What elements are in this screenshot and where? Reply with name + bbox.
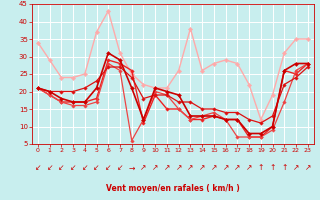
Text: ↗: ↗ [211,163,217,172]
Text: ↗: ↗ [175,163,182,172]
Text: ↙: ↙ [93,163,100,172]
Text: ↗: ↗ [293,163,299,172]
Text: ↑: ↑ [281,163,287,172]
Text: ↗: ↗ [305,163,311,172]
Text: ↗: ↗ [222,163,229,172]
Text: ↙: ↙ [70,163,76,172]
Text: ↗: ↗ [199,163,205,172]
Text: ↗: ↗ [152,163,158,172]
Text: ↗: ↗ [140,163,147,172]
Text: ↙: ↙ [46,163,53,172]
Text: ↗: ↗ [246,163,252,172]
Text: ↙: ↙ [58,163,65,172]
Text: →: → [129,163,135,172]
X-axis label: Vent moyen/en rafales ( km/h ): Vent moyen/en rafales ( km/h ) [106,184,240,193]
Text: ↗: ↗ [234,163,241,172]
Text: ↗: ↗ [164,163,170,172]
Text: ↑: ↑ [269,163,276,172]
Text: ↙: ↙ [82,163,88,172]
Text: ↑: ↑ [258,163,264,172]
Text: ↗: ↗ [187,163,194,172]
Text: ↙: ↙ [35,163,41,172]
Text: ↙: ↙ [105,163,111,172]
Text: ↙: ↙ [117,163,123,172]
